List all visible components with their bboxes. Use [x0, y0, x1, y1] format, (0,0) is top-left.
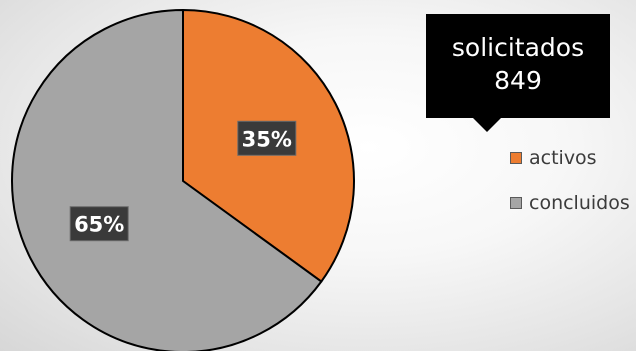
- callout-label: solicitados: [451, 33, 585, 62]
- data-label-box-activos: [237, 120, 297, 156]
- legend-item-activos: activos: [510, 146, 630, 170]
- legend: activos concluidos: [510, 146, 630, 236]
- data-label-activos: 35%: [237, 120, 297, 156]
- callout-value: 849: [494, 66, 542, 95]
- data-label-text-concluidos: 65%: [74, 213, 124, 237]
- data-label-concluidos: 65%: [69, 206, 129, 242]
- pie-slice-concluidos: [10, 9, 323, 351]
- legend-swatch-concluidos: [510, 197, 522, 209]
- data-label-box-concluidos: [69, 206, 129, 242]
- legend-swatch-activos: [510, 152, 522, 164]
- legend-label-concluidos: concluidos: [529, 192, 630, 214]
- total-callout: solicitados 849: [426, 14, 610, 132]
- legend-item-concluidos: concluidos: [510, 191, 630, 215]
- legend-label-activos: activos: [529, 147, 597, 169]
- data-label-text-activos: 35%: [242, 127, 292, 151]
